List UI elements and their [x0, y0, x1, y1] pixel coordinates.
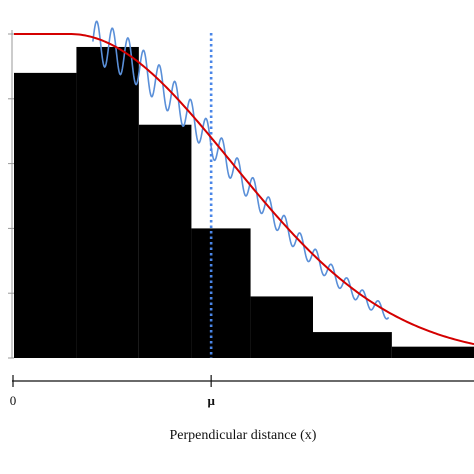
x-tick-label-zero: 0 — [10, 393, 17, 408]
histogram-bar-3 — [138, 124, 192, 358]
histogram-bar-6 — [313, 332, 392, 358]
histogram-bar-5 — [250, 296, 313, 358]
x-tick-label-mu: μ — [207, 393, 215, 408]
histogram-bar-4 — [191, 228, 251, 358]
histogram-bar-2 — [76, 46, 139, 359]
y-axis-ticks — [8, 33, 14, 359]
detection-function-curve — [14, 33, 474, 346]
histogram-bars — [14, 46, 474, 359]
x-axis-title: Perpendicular distance (x) — [170, 428, 317, 443]
histogram-bar-7 — [391, 346, 474, 358]
histogram-bar-1 — [14, 72, 77, 358]
